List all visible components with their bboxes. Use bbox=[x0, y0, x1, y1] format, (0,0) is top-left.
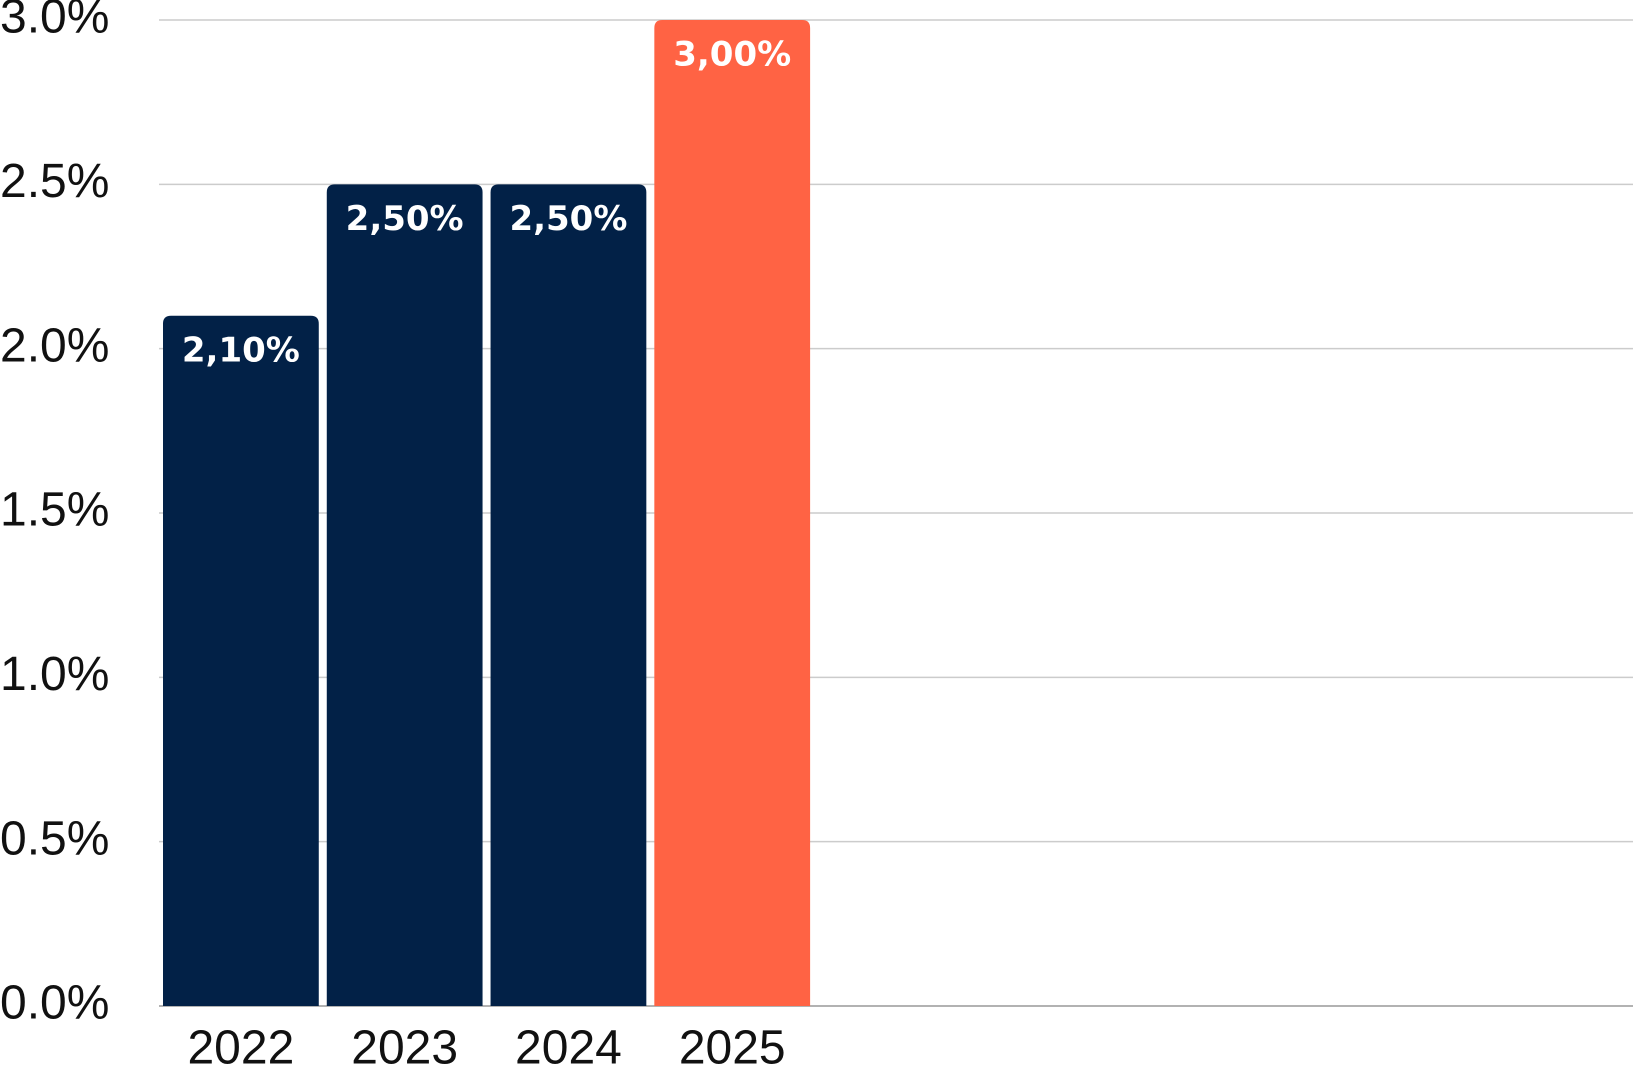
bar bbox=[654, 20, 811, 1006]
bar bbox=[326, 184, 483, 1007]
y-tick-label: 0.0% bbox=[0, 977, 109, 1030]
x-tick-label: 2025 bbox=[679, 1022, 786, 1070]
x-tick-label: 2023 bbox=[351, 1022, 458, 1070]
bar bbox=[490, 184, 647, 1007]
bar bbox=[163, 315, 319, 1006]
y-tick-label: 0.5% bbox=[0, 812, 109, 865]
value-label: 2,50% bbox=[509, 199, 627, 239]
value-label: 2,10% bbox=[182, 330, 300, 370]
y-tick-label: 2.0% bbox=[0, 319, 109, 372]
y-tick-label: 3.0% bbox=[0, 0, 109, 44]
x-tick-label: 2022 bbox=[187, 1022, 294, 1070]
y-tick-label: 1.5% bbox=[0, 484, 109, 537]
y-tick-label: 1.0% bbox=[0, 648, 109, 701]
y-tick-label: 2.5% bbox=[0, 155, 109, 208]
value-label: 2,50% bbox=[346, 199, 464, 239]
x-tick-label: 2024 bbox=[515, 1022, 622, 1070]
value-label: 3,00% bbox=[673, 35, 791, 75]
